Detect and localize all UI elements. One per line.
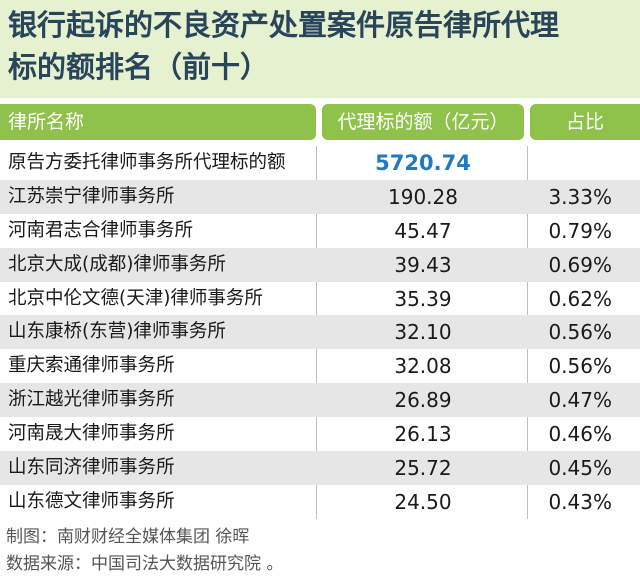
table-row: 河南君志合律师事务所 45.47 0.79% xyxy=(0,214,640,248)
share-cell: 0.56% xyxy=(548,320,612,345)
table-row: 山东同济律师事务所 25.72 0.45% xyxy=(0,451,640,485)
table-row: 江苏崇宁律师事务所 190.28 3.33% xyxy=(0,179,640,214)
share-cell: 0.43% xyxy=(548,489,612,514)
firm-name-cell: 河南晟大律师事务所 xyxy=(8,423,175,445)
table-row: 重庆索通律师事务所 32.08 0.56% xyxy=(0,349,640,383)
firm-name-cell: 山东康桥(东营)律师事务所 xyxy=(8,321,226,343)
amount-cell: 26.89 xyxy=(394,388,452,413)
share-cell: 0.79% xyxy=(548,218,612,243)
firm-name-cell: 河南君志合律师事务所 xyxy=(8,219,194,241)
firm-name-cell: 北京中伦文德(天津)律师事务所 xyxy=(8,287,263,309)
header-share: 占比 xyxy=(530,104,640,140)
firm-name-cell: 原告方委托律师事务所代理标的额 xyxy=(8,152,286,173)
table-row: 北京大成(成都)律师事务所 39.43 0.69% xyxy=(0,247,640,282)
table-header: 律所名称 代理标的额（亿元） 占比 xyxy=(0,104,640,140)
amount-cell: 190.28 xyxy=(388,184,458,209)
amount-cell: 35.39 xyxy=(394,286,452,311)
firm-name-cell: 北京大成(成都)律师事务所 xyxy=(8,253,226,275)
chart-title-line1: 银行起诉的不良资产处置案件原告律所代理 xyxy=(8,8,560,42)
title-banner: 银行起诉的不良资产处置案件原告律所代理 标的额排名（前十） xyxy=(0,0,640,98)
amount-cell: 45.47 xyxy=(394,218,452,243)
header-firm-name: 律所名称 xyxy=(0,104,316,140)
share-cell: 3.33% xyxy=(548,184,612,209)
table-row: 山东德文律师事务所 24.50 0.43% xyxy=(0,485,640,519)
amount-cell: 26.13 xyxy=(394,422,452,447)
share-cell: 0.62% xyxy=(548,286,612,311)
table-row: 河南晟大律师事务所 26.13 0.46% xyxy=(0,417,640,451)
footer-credit: 制图：南财财经全媒体集团 徐晖 xyxy=(6,527,250,547)
share-cell: 0.47% xyxy=(548,388,612,413)
table-row: 北京中伦文德(天津)律师事务所 35.39 0.62% xyxy=(0,282,640,316)
amount-cell: 25.72 xyxy=(394,456,452,481)
share-cell: 0.56% xyxy=(548,354,612,379)
footer-source: 数据来源：中国司法大数据研究院 。 xyxy=(6,554,284,574)
amount-cell: 5720.74 xyxy=(375,151,471,175)
share-cell: 0.46% xyxy=(548,422,612,447)
amount-cell: 32.08 xyxy=(394,354,452,379)
firm-name-cell: 山东德文律师事务所 xyxy=(8,490,175,512)
share-cell: 0.69% xyxy=(548,252,612,277)
footer: 制图：南财财经全媒体集团 徐晖 数据来源：中国司法大数据研究院 。 xyxy=(6,524,283,578)
header-amount: 代理标的额（亿元） xyxy=(322,104,524,140)
firm-name-cell: 山东同济律师事务所 xyxy=(8,457,175,479)
amount-cell: 24.50 xyxy=(394,489,452,514)
table-row: 浙江越光律师事务所 26.89 0.47% xyxy=(0,383,640,418)
firm-name-cell: 浙江越光律师事务所 xyxy=(8,389,175,411)
firm-name-cell: 重庆索通律师事务所 xyxy=(8,355,175,377)
chart-title-line2: 标的额排名（前十） xyxy=(8,50,270,84)
table-row: 山东康桥(东营)律师事务所 32.10 0.56% xyxy=(0,315,640,350)
table-body: 原告方委托律师事务所代理标的额 5720.74 江苏崇宁律师事务所 190.28 3.3… xyxy=(0,146,640,519)
share-cell: 0.45% xyxy=(548,456,612,481)
firm-name-cell: 江苏崇宁律师事务所 xyxy=(8,185,175,207)
amount-cell: 39.43 xyxy=(394,252,452,277)
table-row: 原告方委托律师事务所代理标的额 5720.74 xyxy=(0,146,640,180)
amount-cell: 32.10 xyxy=(394,320,452,345)
